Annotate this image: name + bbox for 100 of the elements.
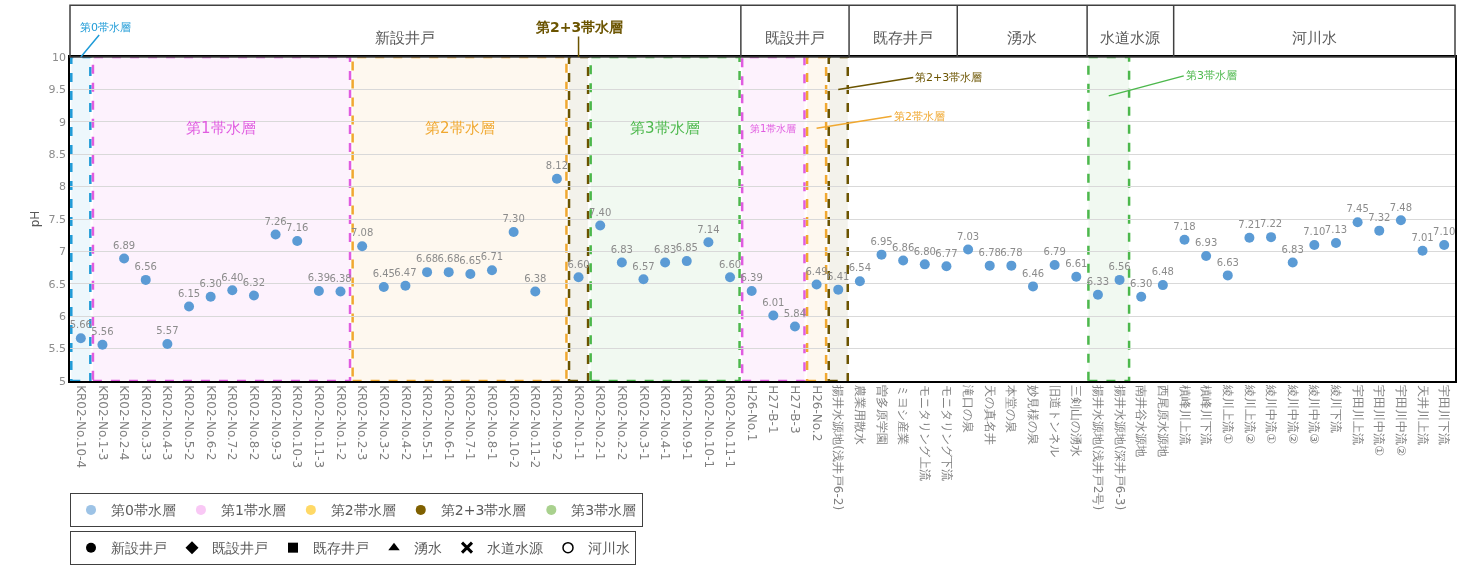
x-tick-label: KR02-No.3-1 <box>636 385 651 461</box>
band-label: 第0帯水層 <box>80 21 131 34</box>
legend-label: 第2+3帯水層 <box>440 502 527 519</box>
x-tick-label: 綾川中流③ <box>1307 384 1322 444</box>
x-tick-label: KR02-No.7-2 <box>225 385 240 461</box>
x-tick-label: 宇田川中流② <box>1394 385 1408 456</box>
y-tick-label: 5 <box>59 374 67 388</box>
x-tick-label: KR02-No.8-2 <box>247 385 262 461</box>
x-tick-label: 槙峰川下流 <box>1199 385 1214 446</box>
x-tick-label: 宇田川下流 <box>1437 385 1452 446</box>
x-tick-label: 南井谷水源地 <box>1134 385 1149 458</box>
legend-label: 第1帯水層 <box>220 502 286 519</box>
y-tick-label: 5.5 <box>48 342 67 356</box>
legend-label: 既存井戸 <box>313 540 369 557</box>
x-tick-label: H27-B-3 <box>788 385 803 434</box>
x-tick-label: 綾川上流② <box>1242 384 1257 444</box>
data-label: 7.03 <box>956 230 980 242</box>
data-label: 6.83 <box>610 243 633 255</box>
data-label: 7.16 <box>286 222 309 234</box>
x-tick-label: H26-No.1 <box>744 385 759 442</box>
data-label: 7.32 <box>1368 211 1391 223</box>
y-tick-label: 10 <box>52 50 67 64</box>
band-label: 第2+3帯水層 <box>535 19 624 35</box>
x-tick-label: KR02-No.10-1 <box>701 385 716 469</box>
data-label: 6.86 <box>892 241 915 253</box>
data-label: 6.68 <box>415 253 439 265</box>
legend-label: 既設井戸 <box>212 540 268 557</box>
x-tick-label: KR02-No.6-2 <box>203 385 218 461</box>
data-label: 6.93 <box>1195 237 1218 249</box>
x-tick-label: KR02-No.5-2 <box>182 385 197 461</box>
data-label: 6.57 <box>632 260 655 272</box>
data-label: 6.95 <box>870 235 893 247</box>
data-label: 6.40 <box>221 271 244 283</box>
data-label: 6.33 <box>1086 276 1110 288</box>
legend-label: 新設井戸 <box>111 540 167 557</box>
x-tick-label: H27-B-1 <box>766 385 781 434</box>
y-tick-label: 7.5 <box>48 212 67 226</box>
x-tick-label: 槙峰川上流 <box>1177 385 1192 446</box>
data-label: 7.14 <box>697 223 720 235</box>
data-label: 5.56 <box>91 325 114 337</box>
data-label: 7.26 <box>264 215 287 227</box>
data-label: 6.38 <box>329 272 352 284</box>
data-label: 6.78 <box>978 246 1001 258</box>
data-label: 7.18 <box>1173 220 1196 232</box>
x-tick-label: 揚井水源地(深井戸6-3) <box>1112 385 1127 511</box>
legend-label: 第0帯水層 <box>111 502 176 519</box>
x-tick-label: 綾川中流② <box>1285 384 1300 444</box>
x-tick-label: H26-No.2 <box>809 385 824 442</box>
data-label: 6.54 <box>848 262 872 274</box>
x-tick-label: KR02-No.10-2 <box>506 385 521 469</box>
x-tick-label: 西尾原水源地 <box>1155 385 1170 458</box>
data-label: 6.30 <box>199 278 222 290</box>
data-label: 6.71 <box>480 251 504 263</box>
data-label: 6.39 <box>307 272 330 284</box>
x-tick-label: KR02-No.9-1 <box>679 385 694 461</box>
data-label: 5.84 <box>783 307 807 319</box>
legend-label: 湧水 <box>414 540 442 557</box>
x-tick-label: KR02-No.2-2 <box>614 385 629 461</box>
x-tick-label: KR02-No.11-3 <box>311 385 326 469</box>
band-label: 第1帯水層 <box>750 123 797 134</box>
x-tick-label: 綾川下流 <box>1329 384 1344 434</box>
text: 水道水源 <box>1100 29 1160 47</box>
x-tick-label: 滝口の泉 <box>961 385 976 434</box>
data-label: 6.15 <box>177 287 201 299</box>
x-tick-label: モニタリング下流 <box>939 385 954 482</box>
data-label: 6.89 <box>112 239 136 251</box>
x-tick-label: KR02-No.9-3 <box>268 385 283 461</box>
x-tick-label: KR02-No.10-3 <box>290 385 305 469</box>
data-label: 6.68 <box>437 253 460 265</box>
x-tick-label: KR02-No.4-3 <box>160 385 175 461</box>
y-tick-label: 9.5 <box>48 83 67 97</box>
data-label: 7.08 <box>351 227 374 239</box>
data-label: 7.13 <box>1324 224 1348 236</box>
x-tick-label: KR02-No.3-2 <box>376 385 391 461</box>
x-tick-label: KR02-No.5-1 <box>420 385 435 461</box>
data-label: 6.61 <box>1065 257 1088 269</box>
data-label: 6.30 <box>1130 278 1153 290</box>
data-label: 6.63 <box>1216 256 1239 268</box>
data-label: 6.80 <box>913 245 936 257</box>
data-label: 6.77 <box>935 247 958 259</box>
x-tick-label: 妙見様の泉 <box>1026 385 1041 446</box>
x-tick-label: 揚井水源地(浅井戸6-2) <box>831 385 846 511</box>
band-label: 第2帯水層 <box>425 119 495 137</box>
data-label: 7.30 <box>502 213 525 225</box>
x-tick-label: KR02-No.6-1 <box>441 385 456 461</box>
x-tick-label: KR02-No.11-1 <box>723 385 738 469</box>
y-tick-label: 9 <box>59 115 67 129</box>
x-tick-label: 旧道トンネル <box>1047 385 1062 458</box>
data-label: 6.60 <box>567 258 590 270</box>
y-axis-title: pH <box>28 210 43 228</box>
x-tick-label: KR02-No.2-4 <box>117 385 132 461</box>
band-label: 第1帯水層 <box>186 119 256 137</box>
text: 新設井戸 <box>375 29 435 47</box>
band-label: 第2+3帯水層 <box>915 71 983 84</box>
text: 既存井戸 <box>873 29 933 47</box>
x-tick-label: KR02-No.11-2 <box>528 385 543 469</box>
x-tick-label: 曽多原学園 <box>874 385 889 446</box>
data-label: 6.79 <box>1043 246 1066 258</box>
data-label: 7.10 <box>1433 226 1456 238</box>
data-label: 6.46 <box>1021 267 1045 279</box>
